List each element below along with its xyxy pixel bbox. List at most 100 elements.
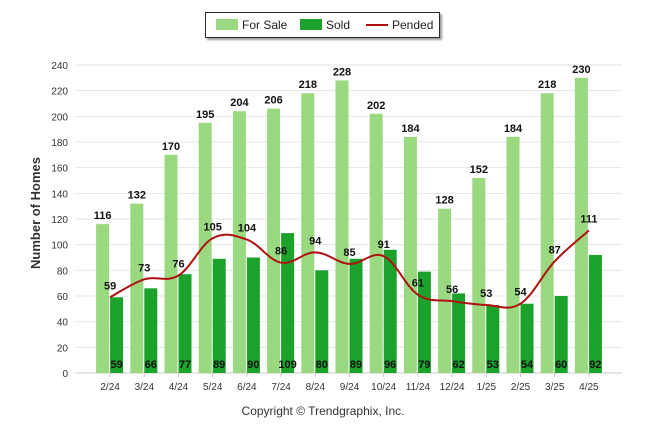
data-label-for-sale: 202 xyxy=(367,100,385,112)
data-label-sold: 62 xyxy=(452,359,464,371)
bar-sold xyxy=(110,297,124,373)
y-tick-label: 60 xyxy=(57,292,69,303)
data-label-sold: 54 xyxy=(521,359,534,371)
data-label-sold: 79 xyxy=(418,359,430,371)
data-label-sold: 109 xyxy=(278,359,296,371)
data-label-sold: 59 xyxy=(110,359,122,371)
data-label-pended: 59 xyxy=(104,280,116,292)
data-label-sold: 60 xyxy=(555,359,567,371)
data-label-for-sale: 152 xyxy=(470,164,488,176)
y-tick-label: 180 xyxy=(51,138,68,149)
data-label-sold: 80 xyxy=(316,359,328,371)
bar-for-sale xyxy=(438,208,452,373)
data-label-sold: 96 xyxy=(384,359,396,371)
data-label-pended: 85 xyxy=(343,247,355,259)
data-label-sold: 66 xyxy=(145,359,157,371)
data-label-sold: 77 xyxy=(179,359,191,371)
data-label-pended: 87 xyxy=(549,244,561,256)
data-label-for-sale: 195 xyxy=(196,109,214,121)
bar-sold xyxy=(349,258,363,373)
data-label-pended: 111 xyxy=(580,214,597,226)
bars xyxy=(96,77,602,374)
data-label-for-sale: 128 xyxy=(435,195,453,207)
data-label-for-sale: 184 xyxy=(504,123,523,135)
data-label-pended: 76 xyxy=(172,258,184,270)
legend-swatch-sold xyxy=(300,19,322,30)
x-tick-label: 3/24 xyxy=(135,382,155,393)
x-tick-label: 1/25 xyxy=(477,382,497,393)
bar-for-sale xyxy=(198,122,212,373)
data-label-pended: 54 xyxy=(514,287,527,299)
bar-for-sale xyxy=(403,136,417,373)
data-label-sold: 89 xyxy=(350,359,362,371)
bar-sold xyxy=(212,258,226,373)
y-axis: 0 20 40 60 80 100 120 140 160 180 200 220 240 xyxy=(51,61,68,380)
y-tick-label: 220 xyxy=(51,87,68,98)
x-axis: 2/24 3/24 4/24 5/24 6/24 7/24 8/24 9/24 10/24 11/… xyxy=(100,373,599,393)
bar-sold xyxy=(588,254,602,373)
bar-sold xyxy=(452,293,466,373)
bar-sold xyxy=(554,296,568,373)
x-tick-label: 7/24 xyxy=(271,382,291,393)
bar-sold xyxy=(315,270,329,373)
x-tick-label: 5/24 xyxy=(203,382,223,393)
y-tick-label: 120 xyxy=(51,215,68,226)
data-label-for-sale: 116 xyxy=(94,210,112,222)
bar-for-sale xyxy=(472,177,486,373)
data-label-pended: 56 xyxy=(446,284,458,296)
data-label-pended: 105 xyxy=(204,221,222,233)
x-tick-label: 9/24 xyxy=(340,382,360,393)
x-tick-label: 11/24 xyxy=(406,382,431,393)
bar-sold xyxy=(486,304,500,373)
pended-line xyxy=(109,229,590,309)
y-tick-label: 80 xyxy=(57,266,69,277)
bar-sold xyxy=(246,257,260,373)
x-tick-label: 12/24 xyxy=(440,382,465,393)
legend-label-sold: Sold xyxy=(326,18,351,32)
bar-for-sale xyxy=(506,136,520,373)
bar-sold xyxy=(520,303,534,373)
legend-label-for-sale: For Sale xyxy=(242,18,288,32)
data-label-for-sale: 170 xyxy=(162,141,180,153)
data-label-for-sale: 228 xyxy=(333,66,351,78)
bar-for-sale xyxy=(96,224,110,373)
y-tick-label: 200 xyxy=(51,112,68,123)
y-tick-label: 100 xyxy=(51,241,68,252)
data-label-sold: 89 xyxy=(213,359,225,371)
copyright-footer: Copyright © Trendgraphix, Inc. xyxy=(241,404,405,418)
x-tick-label: 2/24 xyxy=(100,382,120,393)
data-label-pended: 104 xyxy=(238,223,257,235)
x-tick-label: 10/24 xyxy=(371,382,396,393)
bar-for-sale xyxy=(130,203,144,373)
bar-for-sale xyxy=(335,80,349,374)
data-label-sold: 53 xyxy=(487,359,499,371)
data-label-for-sale: 206 xyxy=(264,95,282,107)
data-label-pended: 94 xyxy=(309,235,322,247)
bar-sold xyxy=(383,249,397,373)
data-label-for-sale: 218 xyxy=(299,79,317,91)
data-labels: 116 59 132 66 170 77 195 89 204 90 206 109 218 80 228 8… xyxy=(94,64,602,371)
bar-sold xyxy=(178,274,192,373)
bar-for-sale xyxy=(540,93,554,373)
data-label-pended: 86 xyxy=(275,246,287,258)
bar-for-sale xyxy=(164,154,178,373)
bar-for-sale xyxy=(574,77,588,373)
data-label-for-sale: 218 xyxy=(538,79,556,91)
legend-swatch-pended xyxy=(366,24,388,26)
data-label-for-sale: 132 xyxy=(128,190,146,202)
x-tick-label: 2/25 xyxy=(511,382,531,393)
bar-for-sale xyxy=(232,111,246,373)
y-axis-title: Number of Homes xyxy=(28,157,43,269)
bar-sold xyxy=(281,233,295,373)
data-label-sold: 90 xyxy=(247,359,259,371)
y-tick-label: 160 xyxy=(51,164,68,175)
legend-label-pended: Pended xyxy=(392,18,434,32)
data-label-pended: 61 xyxy=(412,278,424,290)
data-label-for-sale: 230 xyxy=(572,64,590,76)
bar-for-sale xyxy=(267,108,281,373)
data-label-pended: 53 xyxy=(480,288,492,300)
bar-sold xyxy=(144,288,158,373)
y-tick-label: 0 xyxy=(62,369,68,380)
legend: For Sale Sold Pended xyxy=(205,12,440,38)
